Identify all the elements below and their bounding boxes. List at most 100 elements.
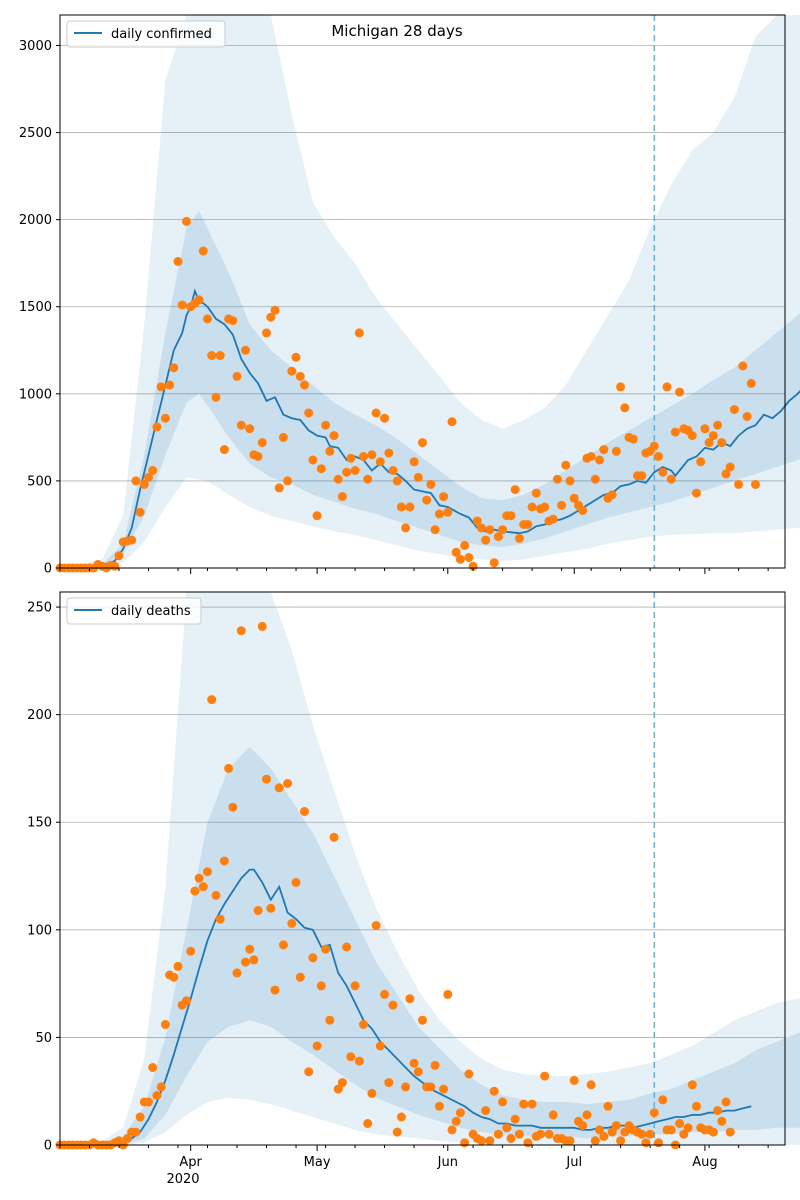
deaths-observed-point xyxy=(692,1101,701,1111)
confirmed-observed-point xyxy=(165,380,175,390)
deaths-observed-point xyxy=(590,1136,600,1146)
confirmed-observed-point xyxy=(561,460,571,470)
deaths-band-outer xyxy=(60,592,800,1145)
confirmed-band-outer xyxy=(60,15,800,568)
confirmed-observed-point xyxy=(295,371,305,381)
confirmed-observed-point xyxy=(409,457,419,467)
deaths-observed-point xyxy=(578,1121,588,1131)
confirmed-observed-point xyxy=(173,257,183,266)
deaths-observed-point xyxy=(236,626,246,636)
confirmed-observed-point xyxy=(413,472,423,482)
confirmed-observed-point xyxy=(628,434,638,444)
deaths-bands xyxy=(60,592,800,1145)
confirmed-observed-point xyxy=(194,295,204,305)
deaths-observed-point xyxy=(637,1129,647,1139)
deaths-observed-point xyxy=(333,1084,343,1094)
confirmed-observed-point xyxy=(595,455,604,465)
confirmed-observed-point xyxy=(203,314,212,324)
confirmed-observed-point xyxy=(426,479,436,489)
confirmed-observed-point xyxy=(253,452,263,461)
confirmed-observed-point xyxy=(321,420,331,430)
deaths-band-inner xyxy=(60,746,800,1145)
deaths-observed-point xyxy=(510,1114,520,1124)
deaths-y-tick-label: 150 xyxy=(27,816,52,831)
confirmed-observed-point xyxy=(135,507,145,517)
confirmed-observed-point xyxy=(637,471,647,481)
deaths-observed-point xyxy=(451,1116,461,1126)
confirmed-observed-point xyxy=(384,448,394,458)
confirmed-observed-point xyxy=(611,446,621,456)
deaths-observed-point xyxy=(342,942,352,952)
confirmed-observed-point xyxy=(527,502,537,512)
confirmed-observed-point xyxy=(658,467,668,477)
confirmed-observed-point xyxy=(405,502,415,512)
confirmed-y-tick-label: 3000 xyxy=(19,39,52,54)
confirmed-observed-point xyxy=(131,476,141,486)
deaths-observed-point xyxy=(527,1099,537,1109)
deaths-observed-point xyxy=(599,1131,609,1141)
confirmed-observed-point xyxy=(375,457,385,467)
confirmed-observed-point xyxy=(300,380,309,390)
confirmed-observed-point xyxy=(586,452,596,461)
confirmed-observed-point xyxy=(692,488,701,498)
x-tick-label-may: May xyxy=(304,1155,331,1170)
deaths-observed-point xyxy=(477,1136,486,1146)
deaths-observed-point xyxy=(721,1097,731,1107)
confirmed-observed-point xyxy=(156,382,166,392)
deaths-observed-point xyxy=(658,1095,668,1105)
deaths-observed-point xyxy=(481,1106,491,1116)
deaths-observed-point xyxy=(464,1069,474,1079)
deaths-observed-point xyxy=(595,1125,604,1135)
deaths-observed-point xyxy=(607,1127,617,1137)
deaths-observed-point xyxy=(122,1134,132,1143)
deaths-observed-point xyxy=(371,921,381,930)
deaths-observed-point xyxy=(413,1067,423,1077)
deaths-series-line xyxy=(60,868,752,1146)
deaths-observed-point xyxy=(135,1112,145,1122)
confirmed-observed-point xyxy=(717,438,727,448)
confirmed-observed-point xyxy=(514,533,524,543)
deaths-y-ticks: 0 50 100 150 200 250 xyxy=(27,601,60,1154)
confirmed-observed-point xyxy=(333,474,343,484)
deaths-observed-point xyxy=(426,1082,436,1092)
deaths-observed-point xyxy=(654,1138,663,1148)
confirmed-observed-point xyxy=(359,452,368,461)
deaths-observed-point xyxy=(489,1086,499,1096)
confirmed-observed-point xyxy=(569,493,579,503)
confirmed-observed-point xyxy=(371,408,381,418)
confirmed-observed-point xyxy=(211,392,221,402)
deaths-observed-point xyxy=(455,1108,465,1118)
deaths-observed-point xyxy=(443,989,453,999)
deaths-observed-point xyxy=(215,914,225,924)
deaths-observed-point xyxy=(291,878,301,887)
confirmed-observed-point xyxy=(451,547,461,557)
deaths-observed-point xyxy=(498,1097,508,1107)
confirmed-observed-point xyxy=(649,441,659,451)
confirmed-observed-point xyxy=(219,445,229,455)
confirmed-observed-point xyxy=(177,300,187,310)
deaths-observed-point xyxy=(367,1088,377,1098)
deaths-observed-point xyxy=(725,1127,735,1137)
confirmed-legend: daily confirmed xyxy=(66,20,226,48)
deaths-observed-point xyxy=(713,1106,723,1116)
deaths-observed-point xyxy=(300,807,309,816)
deaths-observed-point xyxy=(396,1112,406,1122)
confirmed-bands xyxy=(60,15,800,568)
confirmed-y-tick-label: 2500 xyxy=(19,126,52,141)
x-tick-label-apr: Apr xyxy=(179,1155,202,1170)
deaths-observed-point xyxy=(641,1138,651,1148)
confirmed-observed-point xyxy=(245,424,255,434)
deaths-observed-point xyxy=(186,946,196,956)
deaths-observed-point xyxy=(224,763,234,773)
confirmed-observed-point xyxy=(388,466,398,475)
deaths-observed-point xyxy=(337,1078,347,1088)
confirmed-observed-point xyxy=(380,413,390,423)
deaths-observed-point xyxy=(620,1127,630,1137)
deaths-observed-point xyxy=(611,1121,621,1131)
deaths-observed-point xyxy=(325,1015,335,1025)
confirmed-axes-frame xyxy=(59,14,786,569)
confirmed-observed-point xyxy=(278,432,288,442)
deaths-observed-point xyxy=(380,989,390,999)
deaths-observed-point xyxy=(354,1056,364,1066)
